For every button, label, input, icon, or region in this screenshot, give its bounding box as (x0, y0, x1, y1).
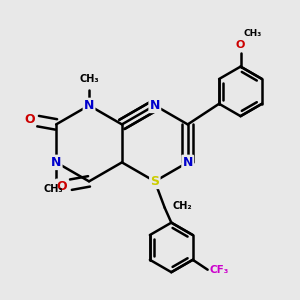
Text: N: N (150, 99, 160, 112)
Text: N: N (84, 99, 94, 112)
Text: O: O (236, 40, 245, 50)
Text: CH₃: CH₃ (43, 184, 63, 194)
Text: CH₂: CH₂ (173, 201, 193, 211)
Text: S: S (150, 175, 159, 188)
Text: CF₃: CF₃ (209, 265, 229, 275)
Text: O: O (24, 113, 35, 126)
Text: O: O (57, 180, 67, 193)
Text: CH₃: CH₃ (79, 74, 99, 84)
Text: CH₃: CH₃ (243, 28, 261, 38)
Text: N: N (182, 156, 193, 169)
Text: N: N (51, 156, 61, 169)
